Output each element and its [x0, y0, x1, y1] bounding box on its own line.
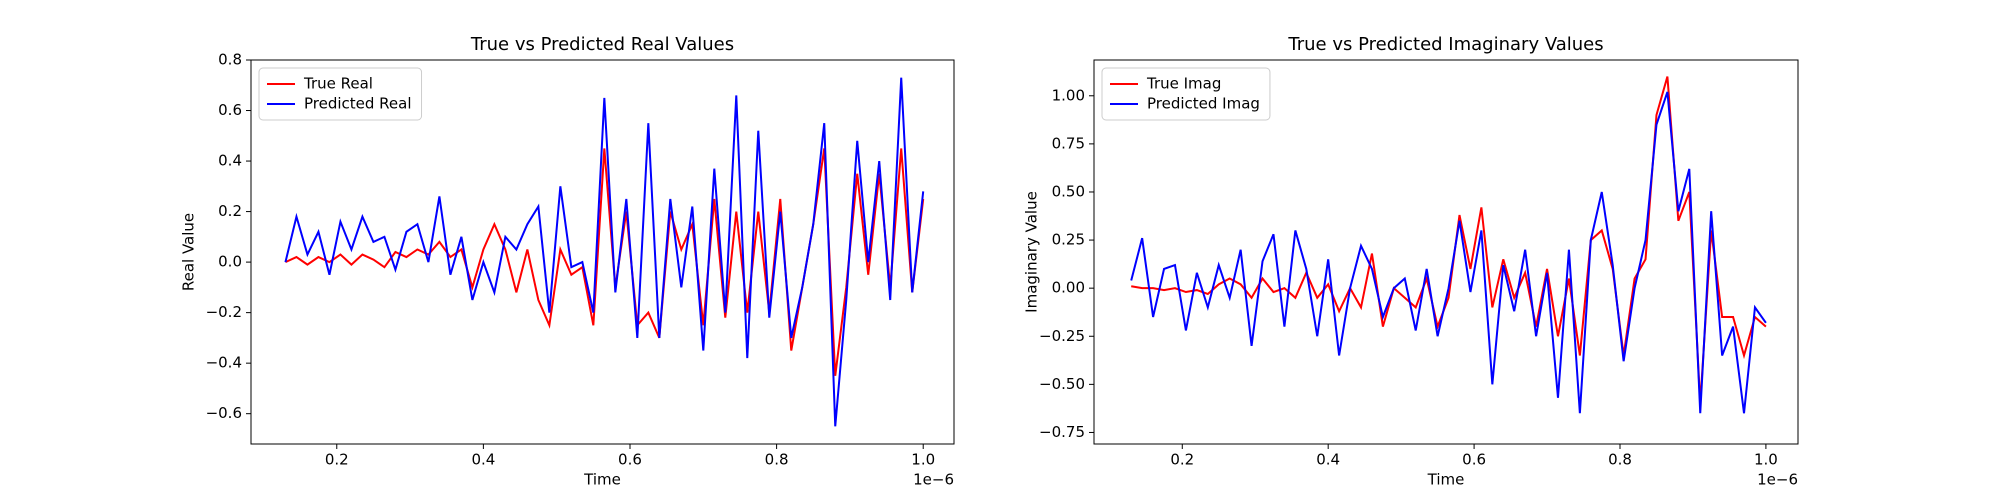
y-tick-label: 1.00: [1052, 86, 1085, 104]
data-line: [1130, 91, 1767, 414]
y-tick-label: −0.75: [1039, 423, 1085, 441]
axes-frame: [250, 59, 955, 445]
y-tick-label: 0.6: [218, 101, 242, 119]
y-tick-label: 0.00: [1052, 279, 1085, 297]
legend-box: [258, 67, 423, 121]
legend-label: True Imag: [1146, 75, 1221, 93]
legend-label: Predicted Imag: [1147, 95, 1260, 113]
x-tick-label: 0.6: [1462, 451, 1486, 469]
data-line: [285, 148, 925, 376]
y-tick-label: −0.2: [206, 303, 242, 321]
x-tick-label: 0.8: [765, 451, 789, 469]
y-tick-label: −0.4: [206, 354, 242, 372]
x-offset-label: 1e−6: [913, 471, 954, 489]
y-tick-label: 0.75: [1052, 134, 1085, 152]
legend-label: Predicted Real: [304, 95, 412, 113]
axes-frame: [1093, 59, 1799, 445]
data-line: [1131, 76, 1767, 404]
x-tick-label: 0.8: [1608, 451, 1632, 469]
legend-label: True Real: [303, 75, 373, 93]
x-tick-label: 0.2: [325, 451, 349, 469]
y-tick-label: −0.50: [1039, 375, 1085, 393]
data-line: [284, 77, 925, 427]
y-axis-label: Real Value: [180, 213, 198, 291]
x-tick-label: 0.6: [618, 451, 642, 469]
y-tick-label: 0.4: [218, 152, 242, 170]
x-offset-label: 1e−6: [1757, 471, 1798, 489]
y-tick-label: 0.8: [218, 51, 242, 69]
x-tick-label: 0.4: [1316, 451, 1340, 469]
chart-title: True vs Predicted Imaginary Values: [1287, 34, 1603, 55]
y-tick-label: −0.6: [206, 404, 242, 422]
y-tick-label: −0.25: [1039, 327, 1085, 345]
x-axis-label: Time: [1427, 471, 1465, 489]
x-tick-label: 0.2: [1170, 451, 1194, 469]
y-tick-label: 0.50: [1052, 182, 1085, 200]
x-tick-label: 1.0: [911, 451, 935, 469]
x-tick-label: 1.0: [1754, 451, 1778, 469]
y-axis-label: Imaginary Value: [1023, 191, 1041, 313]
x-axis-label: Time: [583, 471, 621, 489]
y-tick-label: 0.25: [1052, 231, 1085, 249]
x-tick-label: 0.4: [471, 451, 495, 469]
chart-title: True vs Predicted Real Values: [470, 34, 734, 55]
legend-box: [1101, 67, 1271, 121]
y-tick-label: 0.0: [218, 253, 242, 271]
y-tick-label: 0.2: [218, 202, 242, 220]
